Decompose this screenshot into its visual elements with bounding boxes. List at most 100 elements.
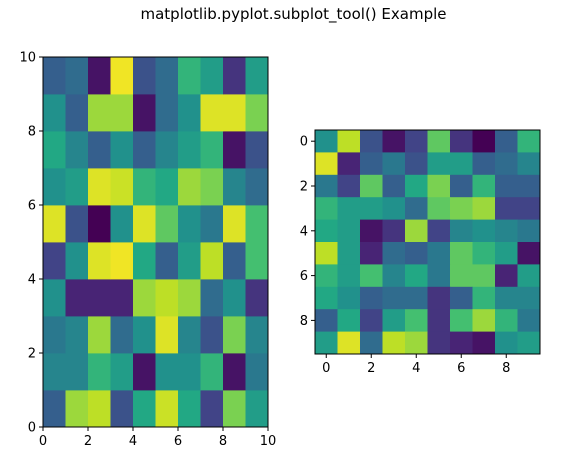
- x-tick-label: 2: [367, 361, 375, 376]
- heatmap-cell: [405, 309, 428, 332]
- x-tick-label: 0: [322, 361, 330, 376]
- heatmap-cell: [337, 174, 361, 198]
- heatmap-cell: [88, 131, 111, 169]
- heatmap-cell: [427, 264, 451, 288]
- heatmap-cell: [245, 316, 269, 354]
- heatmap-cell: [450, 286, 473, 310]
- heatmap-cell: [223, 168, 246, 206]
- y-tick-label: 0: [28, 421, 36, 436]
- heatmap-cell: [427, 130, 451, 153]
- heatmap-cell: [382, 152, 406, 176]
- heatmap-cell: [382, 331, 406, 355]
- y-tick-label: 4: [300, 224, 308, 239]
- heatmap-cell: [88, 316, 111, 354]
- heatmap-cell: [450, 130, 473, 153]
- y-tick-label: 6: [28, 199, 36, 214]
- heatmap-cell: [178, 94, 201, 132]
- heatmap-cell: [315, 264, 338, 288]
- heatmap-cell: [178, 168, 201, 206]
- heatmap-cell: [517, 309, 541, 332]
- heatmap-cell: [200, 353, 224, 391]
- heatmap-cell: [360, 219, 383, 243]
- heatmap-cell: [427, 309, 451, 332]
- heatmap-cell: [155, 242, 179, 280]
- x-tick-label: 2: [84, 434, 92, 449]
- heatmap-cell: [245, 390, 269, 428]
- heatmap-cell: [178, 131, 201, 169]
- heatmap-cell: [65, 279, 89, 317]
- heatmap-cell: [178, 57, 201, 95]
- heatmap-cell: [88, 353, 111, 391]
- heatmap-cell: [43, 94, 66, 132]
- heatmap-cell: [110, 168, 134, 206]
- heatmap-cell: [155, 205, 179, 243]
- x-tick-label: 4: [129, 434, 137, 449]
- heatmap-cell: [133, 316, 156, 354]
- heatmap-cell: [65, 94, 89, 132]
- heatmap-cell: [155, 94, 179, 132]
- heatmap-cell: [178, 316, 201, 354]
- heatmap-cell: [472, 264, 496, 288]
- heatmap-cell: [360, 331, 383, 355]
- heatmap-cell: [495, 242, 518, 265]
- heatmap-cell: [110, 316, 134, 354]
- y-tick-label: 2: [300, 180, 308, 195]
- heatmap-cell: [178, 390, 201, 428]
- heatmap-cell: [315, 130, 338, 153]
- heatmap-cell: [65, 316, 89, 354]
- heatmap-cell: [223, 57, 246, 95]
- heatmap-cell: [223, 279, 246, 317]
- heatmap-cell: [427, 174, 451, 198]
- heatmap-cell: [65, 168, 89, 206]
- heatmap-cell: [427, 219, 451, 243]
- heatmap-cell: [495, 152, 518, 176]
- heatmap-cell: [43, 205, 66, 243]
- pcolor-panel: 0 2 4 6 8 10 0 2 4 6 8 10: [19, 51, 276, 450]
- heatmap-cell: [88, 205, 111, 243]
- heatmap-cell: [88, 279, 111, 317]
- heatmap-cell: [472, 197, 496, 220]
- heatmap-cell: [495, 130, 518, 153]
- heatmap-cell: [133, 131, 156, 169]
- heatmap-cell: [337, 286, 361, 310]
- heatmap-cell: [517, 219, 541, 243]
- heatmap-cell: [245, 131, 269, 169]
- heatmap-cell: [245, 242, 269, 280]
- heatmap-cell: [405, 242, 428, 265]
- heatmap-cell: [155, 279, 179, 317]
- heatmap-cell: [133, 279, 156, 317]
- heatmap-cell: [43, 57, 66, 95]
- heatmap-cell: [405, 130, 428, 153]
- x-tick-label: 8: [219, 434, 227, 449]
- heatmap-cell: [337, 130, 361, 153]
- heatmap-cell: [88, 390, 111, 428]
- heatmap-cell: [405, 286, 428, 310]
- heatmap-cell: [472, 309, 496, 332]
- heatmap-cell: [178, 205, 201, 243]
- heatmap-cell: [245, 94, 269, 132]
- heatmap-cell: [337, 152, 361, 176]
- heatmap-cell: [133, 353, 156, 391]
- heatmap-cell: [517, 242, 541, 265]
- heatmap-cell: [427, 242, 451, 265]
- heatmap-cell: [405, 264, 428, 288]
- heatmap-cell: [110, 94, 134, 132]
- y-tick-label: 4: [28, 273, 36, 288]
- heatmap-cell: [43, 353, 66, 391]
- heatmap-cell: [200, 390, 224, 428]
- x-tick-label: 6: [457, 361, 465, 376]
- heatmap-cell: [315, 286, 338, 310]
- heatmap-cell: [110, 242, 134, 280]
- heatmap-cell: [382, 219, 406, 243]
- heatmap-cell: [200, 242, 224, 280]
- x-tick-label: 10: [260, 434, 277, 449]
- heatmap-cell: [88, 242, 111, 280]
- heatmap-cell: [517, 152, 541, 176]
- heatmap-cell: [133, 168, 156, 206]
- heatmap-cell: [450, 197, 473, 220]
- heatmap-cell: [43, 316, 66, 354]
- heatmap-cell: [337, 309, 361, 332]
- heatmap-cell: [65, 242, 89, 280]
- heatmap-cell: [88, 168, 111, 206]
